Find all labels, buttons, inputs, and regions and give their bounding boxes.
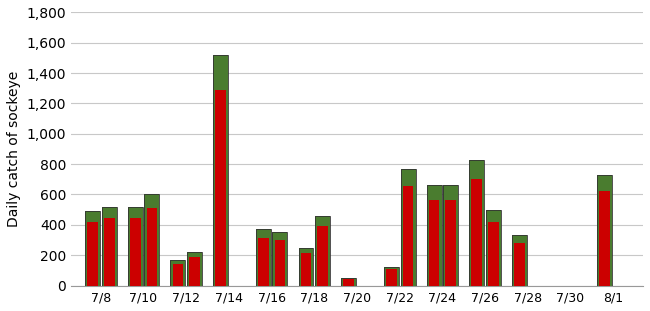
Bar	[256, 230, 271, 285]
Bar	[128, 207, 143, 285]
Bar	[85, 211, 100, 285]
Bar	[443, 185, 458, 285]
Bar	[274, 240, 285, 285]
Bar	[87, 222, 98, 285]
Bar	[384, 267, 399, 285]
Bar	[317, 226, 328, 285]
Bar	[85, 211, 100, 285]
Bar	[443, 185, 458, 285]
Bar	[599, 191, 610, 285]
Bar	[512, 235, 527, 285]
Bar	[469, 160, 484, 285]
Bar	[488, 222, 499, 285]
Bar	[429, 200, 439, 285]
Bar	[426, 185, 441, 285]
Bar	[170, 261, 185, 285]
Bar	[426, 185, 441, 285]
Bar	[128, 207, 143, 285]
Bar	[301, 253, 311, 285]
Bar	[386, 269, 396, 285]
Bar	[471, 179, 482, 285]
Bar	[341, 278, 356, 285]
Bar	[341, 278, 356, 285]
Bar	[258, 238, 268, 285]
Bar	[215, 90, 226, 285]
Bar	[144, 194, 159, 285]
Bar	[144, 194, 159, 285]
Bar	[400, 169, 415, 285]
Bar	[486, 211, 501, 285]
Bar	[512, 235, 527, 285]
Bar	[298, 248, 313, 285]
Bar	[402, 186, 413, 285]
Bar	[130, 218, 140, 285]
Bar	[104, 218, 114, 285]
Bar	[101, 207, 116, 285]
Bar	[384, 267, 399, 285]
Bar	[213, 55, 228, 285]
Bar	[298, 248, 313, 285]
Bar	[400, 169, 415, 285]
Bar	[597, 175, 612, 285]
Bar	[272, 232, 287, 285]
Bar	[101, 207, 116, 285]
Bar	[315, 216, 330, 285]
Bar	[597, 175, 612, 285]
Bar	[514, 243, 525, 285]
Bar	[315, 216, 330, 285]
Bar	[146, 208, 157, 285]
Bar	[445, 200, 456, 285]
Bar	[469, 160, 484, 285]
Bar	[187, 252, 202, 285]
Bar	[272, 232, 287, 285]
Bar	[213, 55, 228, 285]
Y-axis label: Daily catch of sockeye: Daily catch of sockeye	[7, 71, 21, 227]
Bar	[189, 257, 200, 285]
Bar	[187, 252, 202, 285]
Bar	[172, 264, 183, 285]
Bar	[170, 261, 185, 285]
Bar	[486, 211, 501, 285]
Bar	[256, 230, 271, 285]
Bar	[343, 279, 354, 285]
